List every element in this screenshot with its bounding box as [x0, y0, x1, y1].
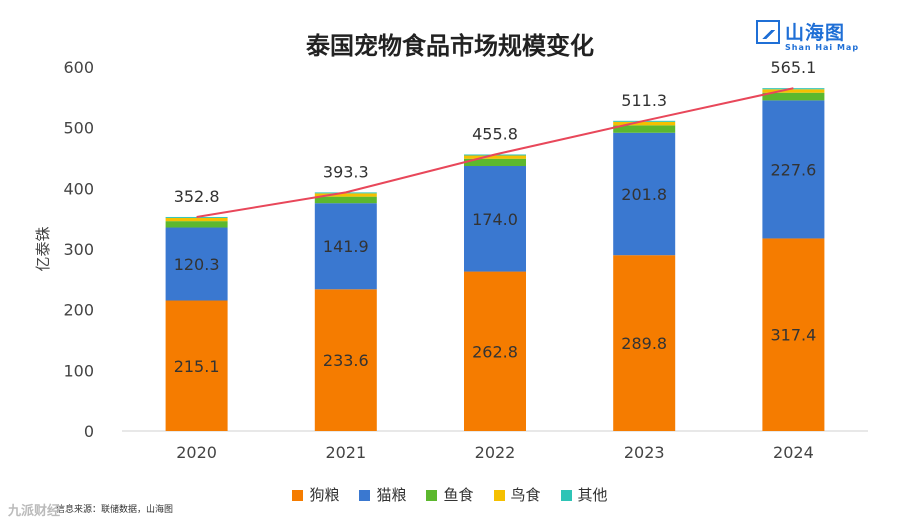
x-tick-label: 2024: [773, 443, 814, 462]
y-tick-label: 300: [63, 240, 94, 259]
bar-2021-鱼食: [314, 196, 377, 204]
legend-swatch: [493, 490, 505, 501]
y-tick-label: 500: [63, 119, 94, 138]
bar-2023-鱼食: [613, 125, 676, 133]
bar-2022-狗粮: [464, 271, 526, 431]
x-tick-label: 2022: [475, 443, 516, 462]
bar-2020-鱼食: [165, 221, 228, 228]
data-label: 215.1: [174, 357, 220, 376]
data-label: 227.6: [770, 160, 816, 179]
chart-legend: 狗粮 猫粮 鱼食 鸟食 其他: [0, 484, 900, 505]
bar-2020-狗粮: [165, 300, 228, 431]
bar-2022-鸟食: [464, 155, 526, 159]
total-label: 565.1: [770, 58, 816, 77]
total-label: 352.8: [174, 187, 220, 206]
total-label: 455.8: [472, 124, 518, 143]
shanhaitu-logo: 山海图 Shan Hai Map: [756, 18, 860, 58]
y-tick-label: 0: [84, 422, 94, 441]
data-label: 289.8: [621, 334, 667, 353]
bar-2024-猫粮: [762, 100, 825, 239]
data-label: 174.0: [472, 210, 518, 229]
total-label: 393.3: [323, 162, 369, 181]
y-tick-label: 200: [63, 301, 94, 320]
bar-2024-狗粮: [762, 238, 825, 431]
y-tick-label: 400: [63, 179, 94, 198]
logo-text-cn: 山海图: [785, 22, 846, 44]
legend-item: 猫粮: [359, 484, 406, 505]
legend-label: 鱼食: [443, 486, 474, 504]
legend-swatch: [426, 490, 438, 501]
legend-item: 狗粮: [292, 484, 339, 505]
legend-label: 猫粮: [376, 486, 407, 504]
source-note: 信息来源：联储数据，山海图: [56, 505, 174, 515]
x-tick-label: 2021: [325, 443, 366, 462]
legend-label: 其他: [577, 486, 608, 504]
data-label: 201.8: [621, 185, 667, 204]
data-label: 262.8: [472, 342, 518, 361]
x-tick-label: 2020: [176, 443, 217, 462]
x-tick-label: 2023: [624, 443, 665, 462]
bar-2022-鱼食: [464, 158, 526, 167]
stacked-bar-chart: 0 100 200 300 400 500 600 亿泰铢 215.1 120.3 2020 233.…: [34, 58, 868, 462]
total-trend-line: [196, 87, 794, 218]
legend-swatch: [560, 490, 572, 501]
bar-2023-猫粮: [613, 132, 676, 256]
bar-2022-猫粮: [464, 166, 526, 272]
data-label: 233.6: [323, 351, 369, 370]
legend-label: 鸟食: [510, 486, 541, 504]
y-tick-label: 600: [63, 58, 94, 77]
bar-2024-鱼食: [762, 92, 825, 101]
y-tick-label: 100: [63, 361, 94, 380]
legend-item: 鱼食: [426, 484, 474, 505]
bar-2023-狗粮: [613, 255, 676, 431]
y-axis-label: 亿泰铢: [34, 226, 52, 271]
data-label: 317.4: [770, 326, 816, 345]
total-label: 511.3: [621, 91, 667, 110]
bar-2021-狗粮: [314, 289, 377, 431]
watermark: 九派财经: [8, 504, 61, 519]
legend-swatch: [359, 490, 371, 501]
legend-item: 其他: [560, 484, 608, 505]
bar-2023-鸟食: [613, 121, 676, 126]
bar-2020-其他: [165, 216, 228, 218]
bar-2024-鸟食: [762, 89, 825, 93]
mountain-logo-icon: [756, 20, 780, 44]
data-label: 141.9: [323, 237, 369, 256]
bar-2021-鸟食: [314, 193, 377, 197]
logo-text-en: Shan Hai Map: [785, 43, 860, 52]
bar-2021-猫粮: [314, 203, 377, 290]
bar-2020-猫粮: [165, 227, 228, 301]
bar-2020-鸟食: [165, 217, 228, 222]
legend-swatch: [292, 490, 304, 501]
data-label: 120.3: [174, 255, 220, 274]
legend-label: 狗粮: [309, 486, 340, 504]
chart-title: 泰国宠物食品市场规模变化: [306, 32, 594, 60]
legend-item: 鸟食: [493, 484, 541, 505]
